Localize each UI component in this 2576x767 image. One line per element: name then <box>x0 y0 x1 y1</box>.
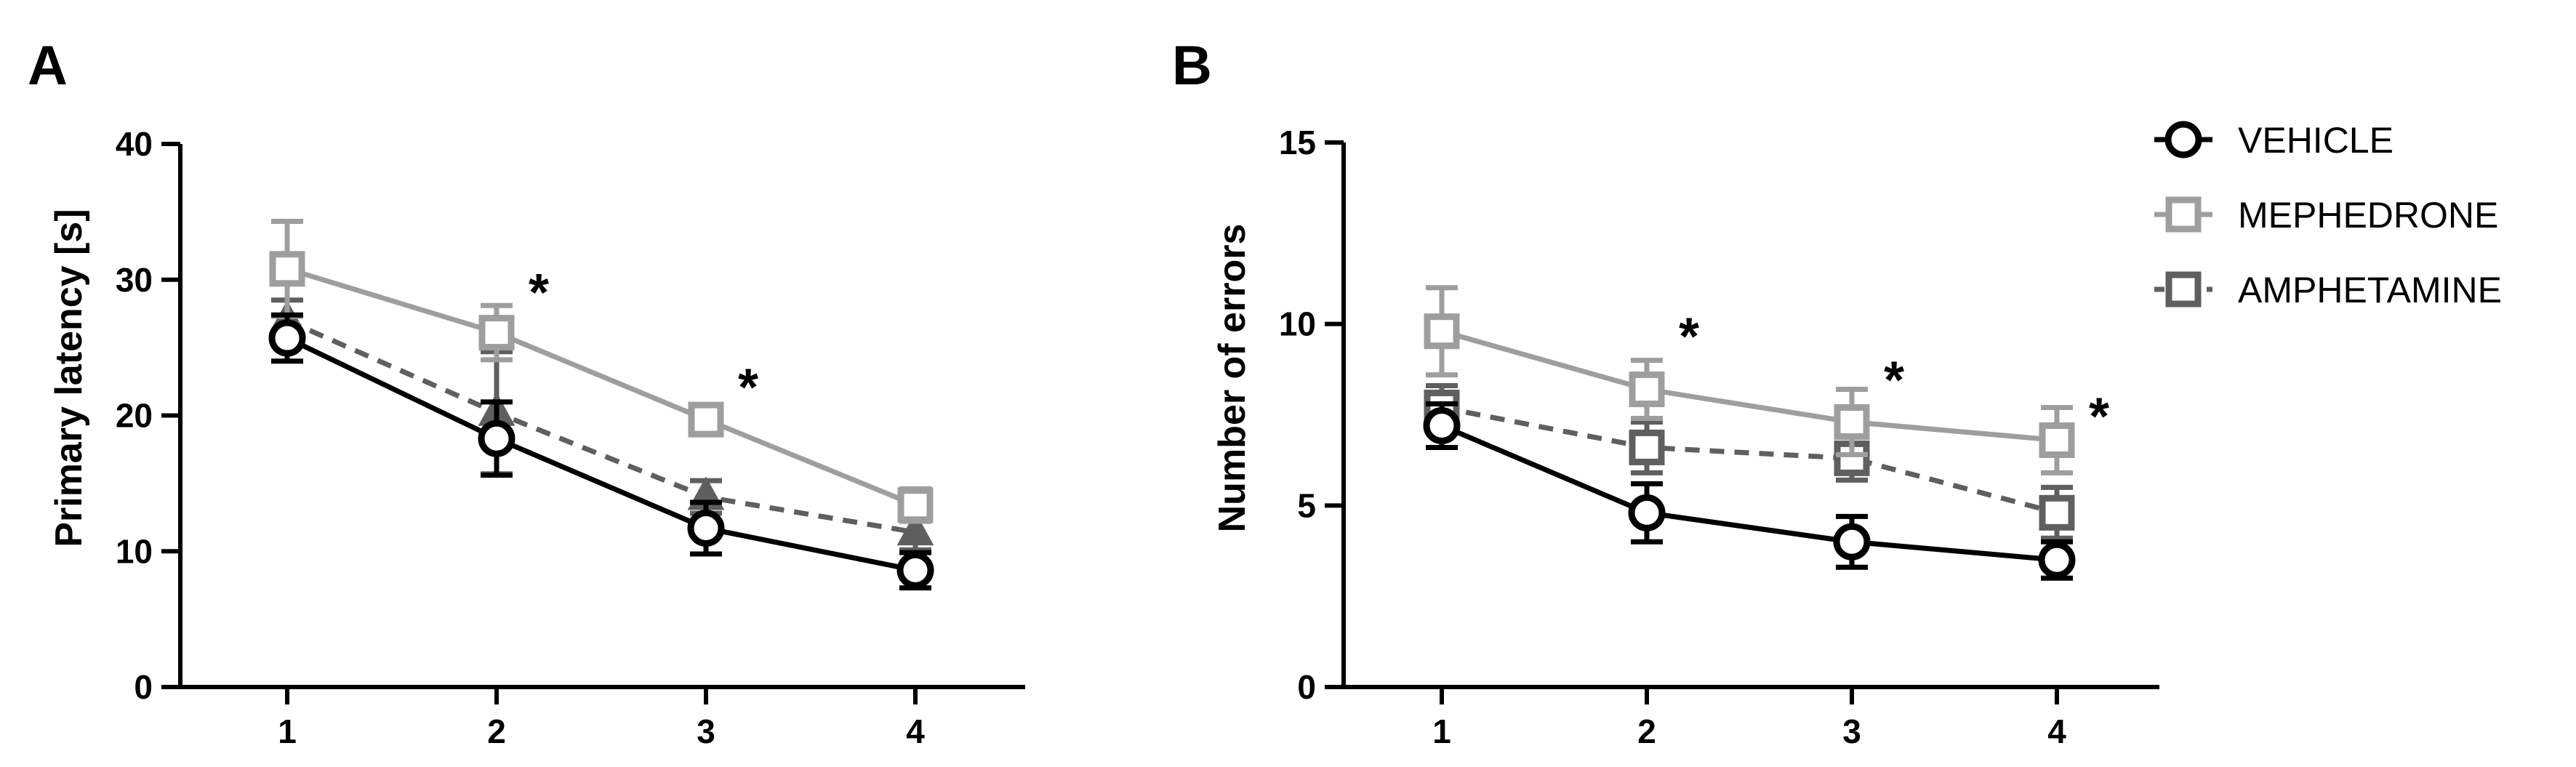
panel-b-series-mephedrone-marker-3 <box>1834 403 1870 440</box>
legend-label-mephedrone: MEPHEDRONE <box>2238 195 2498 236</box>
panel-a-series-vehicle-line <box>286 335 916 573</box>
panel-b-series-vehicle-line <box>1440 423 2058 563</box>
panel-a-axes: 0 10 20 30 40 1 2 3 4 <box>116 125 1025 750</box>
panel-a-y-tick-label-20: 20 <box>116 397 153 435</box>
panel-a-series-mephedrone-marker-2 <box>478 315 515 351</box>
panel-a-series-vehicle-marker-4 <box>896 551 934 589</box>
panel-a-annotations: ** <box>529 264 758 417</box>
panel-b-x-tick-label-3: 3 <box>1842 712 1861 750</box>
legend-label-amphetamine: AMPHETAMINE <box>2238 270 2502 310</box>
legend-label-vehicle: VEHICLE <box>2238 120 2394 161</box>
panel-b-series-vehicle-marker-1 <box>1423 406 1461 444</box>
legend-amphetamine-marker-1 <box>2165 271 2202 308</box>
panel-a-x-tick-label-2: 2 <box>487 712 506 750</box>
panel-a-series-mephedrone-marker-1 <box>269 251 305 287</box>
panel-a-series-amphetamine-line <box>286 318 916 535</box>
panel-b-x-tick-label-2: 2 <box>1637 712 1656 750</box>
panel-b-series-amphetamine-marker-4 <box>2039 494 2075 531</box>
panel-a-y-tick-label-40: 40 <box>116 125 153 163</box>
panel-a-letter: A <box>28 35 68 97</box>
panel-a-y-axis-label: Primary latency [s] <box>48 209 90 547</box>
panel-a-x-tick-label-3: 3 <box>697 712 715 750</box>
panel-b-series-vehicle <box>1423 401 2076 581</box>
panel-b-y-tick-label-15: 15 <box>1279 124 1316 161</box>
panel-b-x-tick-label-1: 1 <box>1432 712 1451 750</box>
panel-a-significance-star-1: * <box>529 264 549 322</box>
panel-b-series-mephedrone-line <box>1441 329 2058 443</box>
legend-entry-amphetamine: AMPHETAMINE <box>2154 270 2502 310</box>
panel-b-series-amphetamine-line <box>1441 405 2058 515</box>
panel-a-series-vehicle <box>268 312 934 591</box>
panel-b-y-tick-label-0: 0 <box>1297 668 1316 706</box>
legend-vehicle-marker-1 <box>2164 121 2202 158</box>
panel-b-series-mephedrone-marker-4 <box>2039 422 2075 458</box>
legend: VEHICLE MEPHEDRONE AMPHETAMINE <box>2154 120 2502 310</box>
panel-b-series-vehicle-marker-3 <box>1833 523 1871 561</box>
panel-a-series <box>268 218 934 591</box>
panel-a-y-tick-label-10: 10 <box>116 532 153 570</box>
panel-b-series-amphetamine <box>1424 383 2075 541</box>
panel-b-letter: B <box>1172 35 1212 97</box>
panel-b-series-mephedrone-marker-1 <box>1424 313 1460 350</box>
panel-b-x-tick-label-4: 4 <box>2047 712 2066 750</box>
panel-b-y-tick-label-5: 5 <box>1297 486 1316 524</box>
panel-b: B Number of errors 0 5 10 15 1 2 3 4 * * * <box>1172 35 2159 750</box>
panel-b-axes: 0 5 10 15 1 2 3 4 <box>1279 124 2159 750</box>
panel-b-annotations: * * * <box>1679 308 2109 446</box>
panel-a-y-tick-label-30: 30 <box>116 261 153 299</box>
panel-b-significance-star-2: * <box>1884 352 1904 410</box>
legend-entry-vehicle: VEHICLE <box>2154 120 2394 161</box>
panel-b-y-tick-label-10: 10 <box>1279 305 1316 343</box>
panel-a-x-tick-label-4: 4 <box>906 712 925 750</box>
panel-a-series-vehicle-marker-3 <box>687 510 725 547</box>
panel-a-y-tick-label-0: 0 <box>134 668 153 706</box>
panel-a-series-mephedrone <box>269 218 934 524</box>
panel-b-series-vehicle-marker-2 <box>1628 494 1666 531</box>
panel-b-series-vehicle-marker-4 <box>2038 541 2076 579</box>
panel-a-series-mephedrone-line <box>286 266 917 507</box>
legend-mephedrone-marker-1 <box>2165 196 2202 233</box>
panel-a-significance-star-2: * <box>738 358 758 417</box>
panel-b-y-axis-label: Number of errors <box>1211 224 1253 533</box>
panel-b-series-amphetamine-marker-2 <box>1629 429 1665 465</box>
panel-a-series-amphetamine <box>268 297 934 553</box>
panel-a-series-mephedrone-marker-3 <box>688 401 724 438</box>
panel-b-series-mephedrone <box>1424 285 2075 475</box>
panel-a-series-vehicle-marker-2 <box>478 419 515 457</box>
legend-entry-mephedrone: MEPHEDRONE <box>2154 195 2498 236</box>
panel-a-series-mephedrone-marker-4 <box>897 487 934 523</box>
panel-a-series-vehicle-marker-1 <box>268 319 306 357</box>
panel-a-series-amphetamine-marker-4 <box>896 511 934 546</box>
panel-b-series-mephedrone-marker-2 <box>1629 372 1665 408</box>
panel-a-x-tick-label-1: 1 <box>278 712 297 750</box>
panel-b-series <box>1423 285 2076 581</box>
panel-b-significance-star-3: * <box>2089 388 2109 446</box>
panel-b-significance-star-1: * <box>1679 308 1699 366</box>
